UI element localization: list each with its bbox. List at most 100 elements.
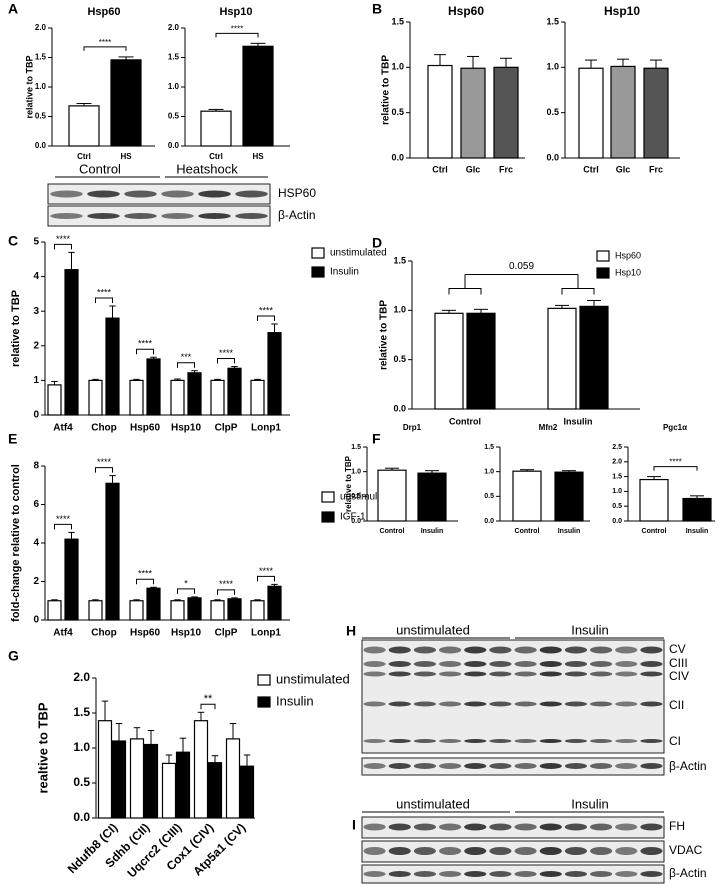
y-tick-label: 0.0 bbox=[391, 152, 404, 162]
blot-row-label: CIV bbox=[669, 669, 689, 683]
blot-band bbox=[514, 661, 537, 667]
blot-row-label: CII bbox=[669, 698, 684, 712]
blot-band bbox=[388, 739, 411, 743]
blot-band bbox=[413, 661, 436, 667]
bar bbox=[427, 64, 453, 159]
y-tick-label: 6 bbox=[33, 499, 39, 510]
bar bbox=[187, 372, 202, 416]
legend-label: Insulin bbox=[276, 693, 314, 708]
y-tick-label: 0.0 bbox=[393, 403, 406, 413]
bar bbox=[129, 379, 144, 416]
significance-label: **** bbox=[56, 234, 71, 244]
blot-band bbox=[564, 823, 587, 831]
blot-band bbox=[539, 701, 562, 707]
significance-label: **** bbox=[56, 514, 71, 524]
bar bbox=[88, 600, 103, 621]
legend-swatch bbox=[311, 247, 325, 259]
y-tick-label: 0 bbox=[33, 410, 39, 421]
blot-band bbox=[464, 671, 487, 677]
bar bbox=[554, 471, 584, 522]
bar bbox=[97, 720, 113, 819]
blot-band bbox=[413, 739, 436, 743]
y-tick-label: 1.0 bbox=[391, 62, 404, 72]
significance-bracket bbox=[136, 348, 154, 355]
blot-band bbox=[388, 671, 411, 677]
y-tick-label: 0.5 bbox=[484, 493, 494, 500]
x-tick-label: Insulin bbox=[421, 528, 444, 535]
y-axis-label: relative to TBP bbox=[10, 290, 22, 367]
blot-band bbox=[615, 739, 638, 743]
y-tick-label: 0.0 bbox=[351, 518, 361, 525]
y-tick-label: 0.0 bbox=[73, 810, 90, 824]
legend-label: unstimulated bbox=[340, 492, 397, 503]
x-tick-label: Ctrl bbox=[583, 164, 599, 174]
legend-swatch bbox=[257, 696, 271, 708]
blot-band bbox=[439, 739, 462, 743]
legend-label: IGF-1 bbox=[340, 512, 366, 523]
blot-band bbox=[489, 871, 512, 877]
y-tick-label: 0.5 bbox=[612, 503, 622, 510]
blot-band bbox=[388, 763, 411, 769]
blot-band bbox=[363, 871, 386, 877]
x-tick-label: Frc bbox=[649, 164, 663, 174]
blot-band bbox=[464, 701, 487, 707]
y-tick-label: 4 bbox=[33, 538, 39, 549]
blot-band bbox=[388, 661, 411, 667]
bar bbox=[175, 751, 191, 819]
legend-label: Hsp10 bbox=[615, 267, 641, 277]
x-tick-label: Hsp60 bbox=[130, 423, 160, 434]
x-tick-label: Atf4 bbox=[53, 423, 73, 434]
blot-band bbox=[388, 701, 411, 707]
x-tick-label: Hsp10 bbox=[171, 423, 201, 434]
blot-panel bbox=[361, 864, 665, 884]
blot-band bbox=[615, 671, 638, 677]
legend-swatch bbox=[311, 266, 325, 278]
blot-band bbox=[489, 847, 512, 855]
blot-band bbox=[590, 671, 613, 677]
significance-bracket bbox=[200, 703, 216, 710]
bar bbox=[207, 762, 223, 819]
blot-band bbox=[464, 871, 487, 877]
blot-band bbox=[539, 661, 562, 667]
bar bbox=[47, 384, 62, 416]
significance-label: *** bbox=[181, 352, 192, 362]
y-tick-label: 0.5 bbox=[546, 107, 559, 117]
bar bbox=[146, 587, 161, 621]
bar bbox=[434, 312, 464, 410]
bar bbox=[578, 67, 604, 159]
blot-band bbox=[87, 190, 120, 198]
blot-band bbox=[590, 701, 613, 707]
y-tick-label: 2 bbox=[33, 340, 39, 351]
blot-band bbox=[413, 671, 436, 677]
blot-band bbox=[539, 739, 562, 743]
significance-bracket bbox=[136, 578, 154, 585]
y-tick-label: 1.0 bbox=[546, 62, 559, 72]
blot-band bbox=[615, 871, 638, 877]
blot-band bbox=[439, 661, 462, 667]
x-tick-label: Ctrl bbox=[77, 152, 91, 161]
blot-band bbox=[514, 671, 537, 677]
significance-bracket bbox=[177, 588, 195, 594]
bar bbox=[129, 600, 144, 621]
legend-swatch bbox=[321, 511, 335, 523]
bar bbox=[111, 740, 127, 819]
blot-band bbox=[363, 739, 386, 743]
y-tick-label: 0.5 bbox=[73, 775, 90, 789]
blot-row-label: VDAC bbox=[669, 843, 703, 857]
blot-band bbox=[514, 823, 537, 831]
blot-group-label: unstimulated bbox=[396, 796, 470, 811]
blot-band bbox=[640, 823, 663, 831]
x-tick-label: Insulin bbox=[564, 416, 593, 426]
significance-bracket bbox=[217, 358, 235, 364]
blot-band bbox=[489, 823, 512, 831]
legend-label: unstimulated bbox=[330, 248, 387, 259]
blot-band bbox=[564, 847, 587, 855]
blot-band bbox=[439, 823, 462, 831]
blot-band bbox=[640, 671, 663, 677]
bar bbox=[193, 720, 209, 819]
blot-band bbox=[564, 661, 587, 667]
blot-band bbox=[50, 213, 83, 219]
blot-band bbox=[539, 871, 562, 877]
blot-band bbox=[388, 847, 411, 855]
blot-band bbox=[87, 213, 120, 219]
